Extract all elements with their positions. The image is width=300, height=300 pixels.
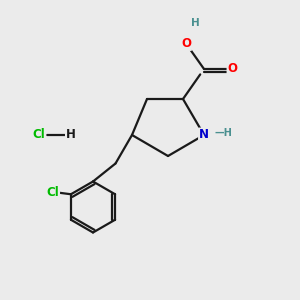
Text: O: O	[227, 62, 238, 76]
Text: Cl: Cl	[46, 185, 59, 199]
Text: —H: —H	[214, 128, 232, 139]
Text: N: N	[199, 128, 209, 142]
Text: H: H	[66, 128, 75, 142]
Text: H: H	[190, 17, 200, 28]
Text: Cl: Cl	[33, 128, 45, 142]
Text: O: O	[181, 37, 191, 50]
